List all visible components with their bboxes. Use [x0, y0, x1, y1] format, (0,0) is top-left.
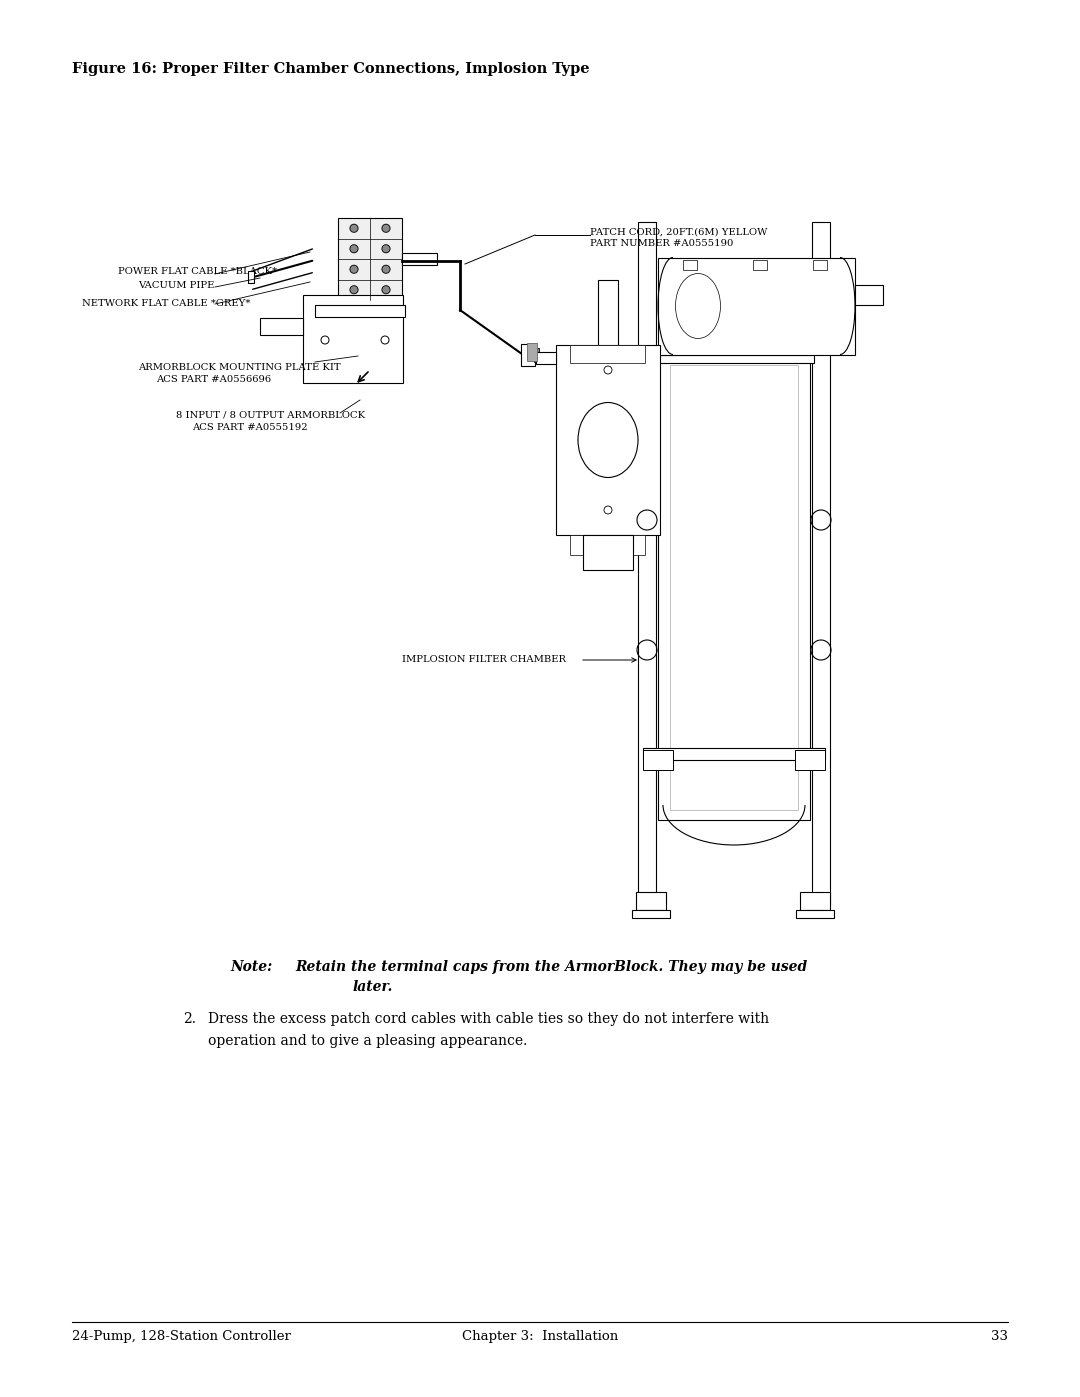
Bar: [753, 260, 767, 270]
Text: Retain the terminal caps from the ArmorBlock. They may be used: Retain the terminal caps from the ArmorB…: [295, 960, 807, 974]
Text: PATCH CORD, 20FT.(6M) YELLOW: PATCH CORD, 20FT.(6M) YELLOW: [590, 228, 768, 236]
Bar: [583, 535, 633, 570]
Bar: [536, 352, 556, 365]
Text: 8 INPUT / 8 OUTPUT ARMORBLOCK: 8 INPUT / 8 OUTPUT ARMORBLOCK: [176, 411, 365, 419]
Bar: [670, 365, 798, 810]
Text: IMPLOSION FILTER CHAMBER: IMPLOSION FILTER CHAMBER: [402, 655, 566, 665]
Circle shape: [350, 286, 357, 293]
Bar: [556, 345, 660, 535]
Text: NETWORK FLAT CABLE *GREY*: NETWORK FLAT CABLE *GREY*: [82, 299, 251, 309]
Bar: [402, 253, 437, 265]
Text: Chapter 3:  Installation: Chapter 3: Installation: [462, 1330, 618, 1343]
Bar: [534, 348, 539, 362]
Bar: [315, 305, 405, 317]
Bar: [638, 222, 656, 905]
Bar: [527, 344, 537, 360]
Circle shape: [350, 225, 357, 232]
Bar: [338, 218, 402, 300]
Bar: [813, 260, 827, 270]
Text: VACUUM PIPE: VACUUM PIPE: [138, 281, 214, 289]
Circle shape: [350, 265, 357, 274]
Circle shape: [382, 286, 390, 293]
Text: POWER FLAT CABLE *BLACK*: POWER FLAT CABLE *BLACK*: [118, 267, 278, 277]
Bar: [658, 258, 855, 355]
Text: Note:: Note:: [230, 960, 272, 974]
Bar: [658, 355, 810, 820]
Bar: [521, 344, 535, 366]
Bar: [800, 893, 831, 909]
Bar: [636, 893, 666, 909]
Text: 33: 33: [991, 1330, 1008, 1343]
Text: ARMORBLOCK MOUNTING PLATE KIT: ARMORBLOCK MOUNTING PLATE KIT: [138, 363, 340, 373]
Circle shape: [382, 244, 390, 253]
Text: PART NUMBER #A0555190: PART NUMBER #A0555190: [590, 239, 733, 249]
Text: ACS PART #A0556696: ACS PART #A0556696: [156, 376, 271, 384]
Text: later.: later.: [353, 981, 393, 995]
Text: operation and to give a pleasing appearance.: operation and to give a pleasing appeara…: [208, 1034, 527, 1048]
Bar: [570, 345, 645, 363]
Bar: [570, 535, 645, 555]
Text: 24-Pump, 128-Station Controller: 24-Pump, 128-Station Controller: [72, 1330, 291, 1343]
Bar: [248, 271, 254, 284]
Text: ACS PART #A0555192: ACS PART #A0555192: [192, 422, 308, 432]
Bar: [654, 355, 814, 363]
Text: 2.: 2.: [183, 1011, 195, 1025]
Bar: [260, 319, 303, 335]
Bar: [598, 279, 618, 345]
Bar: [632, 909, 670, 918]
Bar: [795, 750, 825, 770]
Circle shape: [350, 244, 357, 253]
Bar: [812, 222, 831, 905]
Bar: [855, 285, 883, 305]
Text: Dress the excess patch cord cables with cable ties so they do not interfere with: Dress the excess patch cord cables with …: [208, 1011, 769, 1025]
Circle shape: [382, 265, 390, 274]
Text: Figure 16: Proper Filter Chamber Connections, Implosion Type: Figure 16: Proper Filter Chamber Connect…: [72, 61, 590, 75]
Bar: [303, 295, 403, 383]
Bar: [683, 260, 697, 270]
Circle shape: [382, 225, 390, 232]
Bar: [796, 909, 834, 918]
Bar: [643, 750, 673, 770]
Bar: [643, 747, 825, 760]
